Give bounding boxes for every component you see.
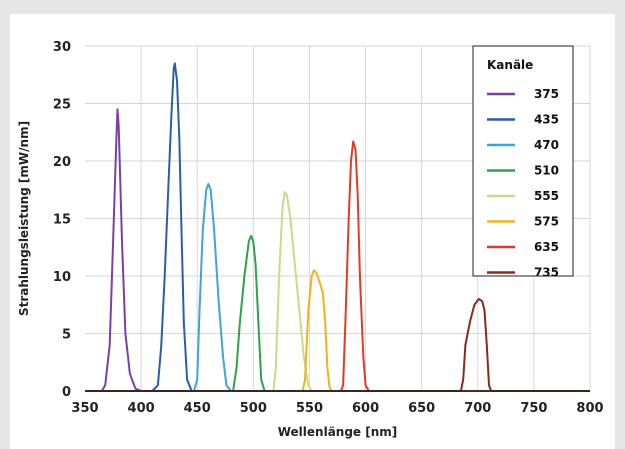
series-line-735 [85,298,590,392]
series-line-555 [85,191,590,392]
legend-title: Kanäle [487,58,533,72]
series-line-575 [85,269,590,392]
legend-label-575: 575 [534,215,559,229]
legend-label-470: 470 [534,138,559,152]
series-line-635 [85,140,590,392]
x-tick-labels: 350 400 450 500 550 600 650 700 750 800 [71,401,603,416]
legend-label-555: 555 [534,189,559,203]
y-tick-label: 25 [53,98,71,113]
legend-label-510: 510 [534,164,559,178]
x-tick-label: 350 [71,401,98,416]
y-axis-label: Strahlungsleistung [mW/nm] [17,121,31,316]
y-tick-label: 15 [53,213,71,228]
x-tick-label: 800 [576,401,603,416]
series-line-375 [85,108,590,392]
series-line-510 [85,234,590,392]
legend-label-635: 635 [534,240,559,254]
legend-box [472,45,574,277]
legend: Kanäle 375 435 470 510 555 575 635 735 [472,45,574,280]
y-tick-label: 0 [62,385,71,400]
y-tick-label: 10 [53,270,71,285]
x-tick-label: 600 [352,401,379,416]
series-line-470 [85,183,590,392]
y-tick-label: 30 [53,40,71,55]
series-line-435 [85,62,590,392]
y-tick-labels: 0 5 10 15 20 25 30 [53,40,71,400]
legend-label-735: 735 [534,266,559,280]
x-tick-label: 550 [296,401,323,416]
legend-label-375: 375 [534,87,559,101]
x-tick-label: 400 [128,401,155,416]
y-tick-label: 5 [62,328,71,343]
chart-panel: 350 400 450 500 550 600 650 700 750 800 0 5 10 15 20 2… [10,14,615,449]
spectrum-chart: 350 400 450 500 550 600 650 700 750 800 051015202… [17,40,604,439]
x-tick-label: 700 [464,401,491,416]
x-tick-label: 650 [408,401,435,416]
series-lines [85,62,590,392]
legend-label-435: 435 [534,113,559,127]
x-tick-label: 500 [240,401,267,416]
y-tick-label: 20 [53,155,71,170]
x-tick-label: 450 [184,401,211,416]
x-tick-label: 750 [520,401,547,416]
legend-items: 375 435 470 510 555 575 635 735 [487,87,559,280]
x-axis-label: Wellenlänge [nm] [278,425,398,439]
